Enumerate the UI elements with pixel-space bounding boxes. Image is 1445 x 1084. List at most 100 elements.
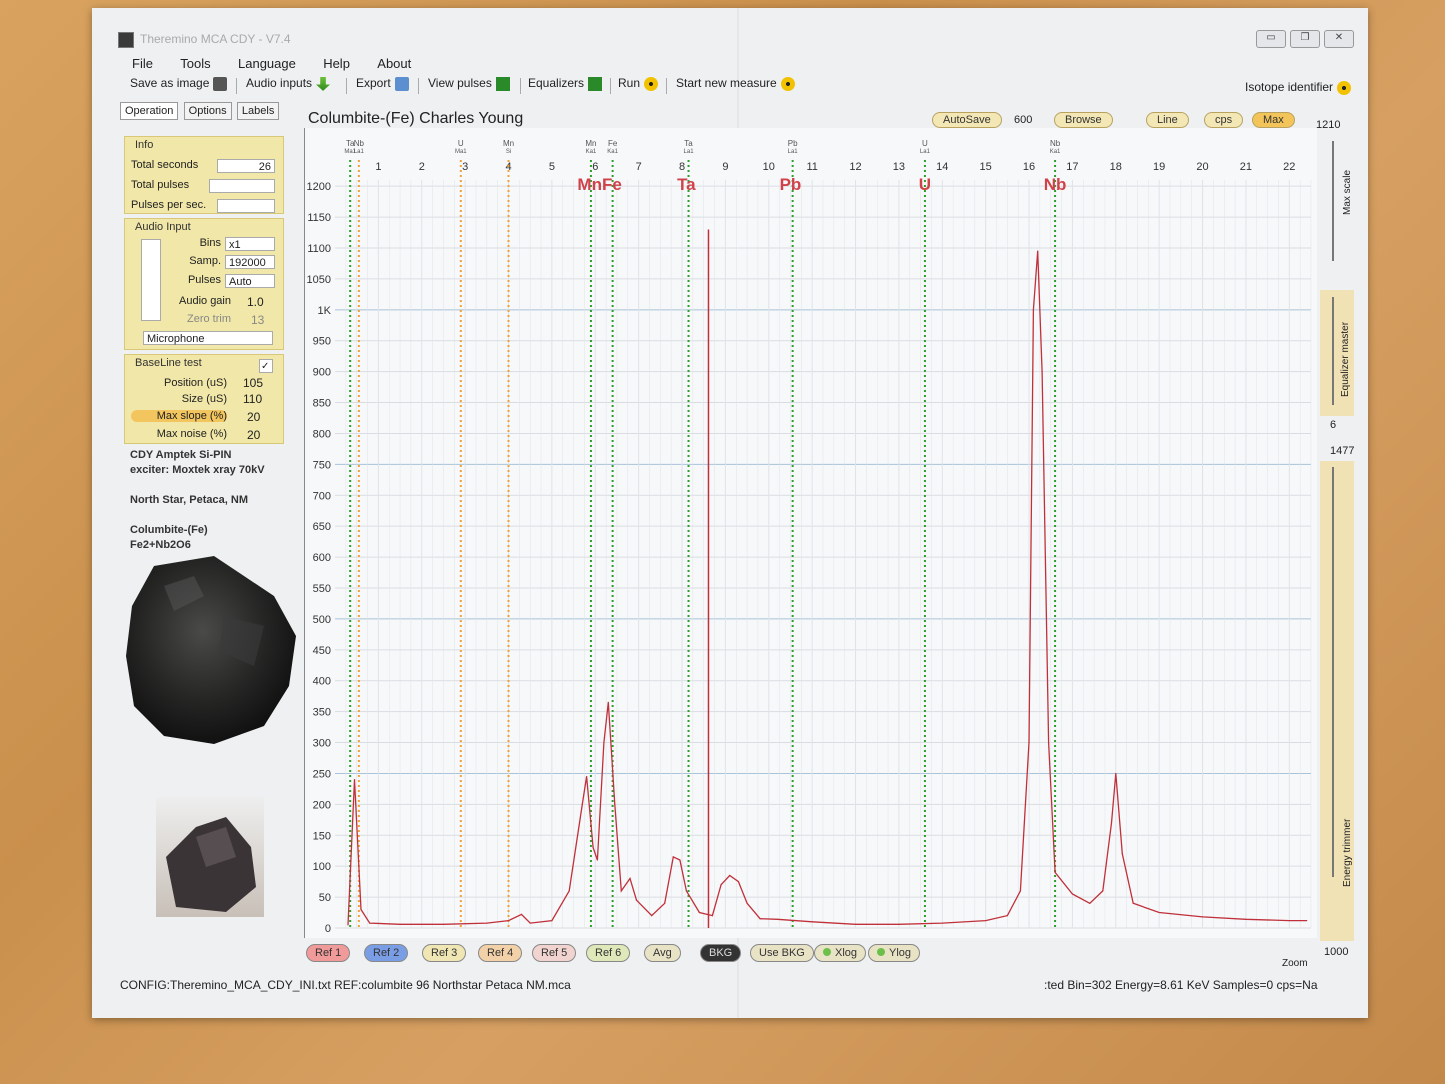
max-button[interactable]: Max xyxy=(1252,112,1295,128)
element-marker-label: Nb xyxy=(1050,139,1061,148)
pulses-per-sec-label: Pulses per sec. xyxy=(131,199,207,211)
spectrum-point xyxy=(651,915,653,917)
spectrum-point xyxy=(607,701,609,703)
avg-button[interactable]: Avg xyxy=(644,944,681,962)
tab-operation[interactable]: Operation xyxy=(120,102,179,120)
x-tick-label: 15 xyxy=(980,161,992,173)
spectrum-point xyxy=(672,856,674,858)
spectrum-point xyxy=(664,902,666,904)
spectrum-chart[interactable]: 0 50 100 150 200 250 300 350 400 450 500 550 600 650 7… xyxy=(304,128,1317,938)
menu-tools[interactable]: Tools xyxy=(180,56,211,71)
size-value[interactable]: 110 xyxy=(243,392,263,406)
autosave-button[interactable]: AutoSave xyxy=(932,112,1002,128)
max-scale-slider[interactable] xyxy=(1332,141,1334,261)
zero-trim-value[interactable]: 13 xyxy=(251,313,265,327)
spectrum-point xyxy=(551,919,553,922)
spectrum-point xyxy=(746,902,748,904)
waveform-icon xyxy=(588,76,603,91)
toolbar-separator xyxy=(520,78,521,94)
radiation-icon xyxy=(1337,80,1352,95)
equalizer-panel xyxy=(1320,290,1354,416)
waveform-icon xyxy=(495,76,510,91)
menu-language[interactable]: Language xyxy=(238,56,296,71)
ylog-button[interactable]: Ylog xyxy=(868,944,921,962)
position-value[interactable]: 105 xyxy=(243,376,264,390)
browse-button[interactable]: Browse xyxy=(1054,112,1113,128)
line-button[interactable]: Line xyxy=(1146,112,1189,128)
bins-select[interactable]: x1 xyxy=(225,237,275,251)
minimize-button[interactable]: ▭ xyxy=(1256,30,1286,48)
view-pulses-label: View pulses xyxy=(428,76,492,90)
spectrum-point xyxy=(1041,371,1043,373)
x-tick-label: 6 xyxy=(592,161,598,173)
y-tick-label: 50 xyxy=(319,892,331,904)
isotope-identifier-button[interactable]: Isotope identifier xyxy=(1245,80,1352,95)
element-marker-label: Nb xyxy=(354,139,365,148)
view-pulses-button[interactable]: View pulses xyxy=(428,76,510,91)
tab-labels[interactable]: Labels xyxy=(236,102,280,120)
audio-gain-value[interactable]: 1.0 xyxy=(247,295,264,309)
ref4-button[interactable]: Ref 4 xyxy=(478,944,523,962)
y-tick-label: 650 xyxy=(313,521,331,533)
cps-button[interactable]: cps xyxy=(1204,112,1244,128)
ref2-button[interactable]: Ref 2 xyxy=(364,944,409,962)
spectrum-point xyxy=(596,859,599,861)
radiation-icon xyxy=(780,76,795,91)
notes-line: North Star, Petaca, NM xyxy=(130,494,248,506)
ref6-button[interactable]: Ref 6 xyxy=(586,944,631,962)
audio-input-group: Audio Input Bins x1 Samp. 192000 Pulses … xyxy=(124,218,284,350)
ref5-button[interactable]: Ref 5 xyxy=(532,944,577,962)
run-button[interactable]: Run xyxy=(618,76,659,91)
autosave-value[interactable]: 600 xyxy=(1014,114,1033,126)
save-image-button[interactable]: Save as image xyxy=(130,76,228,91)
element-marker-label: U xyxy=(922,139,928,148)
window-title: Theremino MCA CDY - V7.4 xyxy=(140,32,291,46)
energy-trimmer-slider[interactable] xyxy=(1332,467,1334,877)
y-tick-label: 0 xyxy=(325,923,331,935)
zero-trim-label: Zero trim xyxy=(187,313,231,325)
spectrum-point xyxy=(486,922,488,924)
toolbar-separator xyxy=(666,78,667,94)
ref3-button[interactable]: Ref 3 xyxy=(422,944,467,962)
x-tick-label: 20 xyxy=(1196,161,1208,173)
max-slope-value[interactable]: 20 xyxy=(247,410,261,424)
spectrum-point xyxy=(1306,919,1308,922)
max-noise-value[interactable]: 20 xyxy=(247,428,261,442)
audio-gain-label: Audio gain xyxy=(179,295,231,307)
left-panel: Operation Options Labels Info Total seco… xyxy=(120,100,306,760)
use-bkg-button[interactable]: Use BKG xyxy=(750,944,814,962)
notes-text: CDY Amptek Si-PIN exciter: Moxtek xray 7… xyxy=(130,448,310,553)
menu-about[interactable]: About xyxy=(377,56,412,71)
y-tick-label: 550 xyxy=(313,583,331,595)
spectrum-point xyxy=(581,803,583,805)
close-button[interactable]: ✕ xyxy=(1324,30,1354,48)
equalizers-button[interactable]: Equalizers xyxy=(528,76,603,91)
bkg-button[interactable]: BKG xyxy=(700,944,742,962)
radiation-icon xyxy=(644,76,659,91)
start-new-measure-button[interactable]: Start new measure xyxy=(676,76,795,91)
device-select[interactable]: Microphone xyxy=(143,331,273,345)
max-slope-label: Max slope (%) xyxy=(131,410,227,422)
pulses-select[interactable]: Auto xyxy=(225,274,275,288)
spectrum-point xyxy=(360,908,362,911)
samp-select[interactable]: 192000 xyxy=(225,255,275,269)
menu-file[interactable]: File xyxy=(132,56,153,71)
menu-help[interactable]: Help xyxy=(323,56,350,71)
spectrum-point xyxy=(442,923,445,925)
maximize-button[interactable]: ❐ xyxy=(1290,30,1320,48)
xlog-button[interactable]: Xlog xyxy=(814,944,867,962)
spectrum-point xyxy=(1089,902,1091,904)
export-button[interactable]: Export xyxy=(356,76,409,91)
equalizer-slider[interactable] xyxy=(1332,297,1334,405)
notes-line: CDY Amptek Si-PIN xyxy=(130,449,232,461)
baseline-checkbox[interactable]: ✓ xyxy=(259,359,273,373)
toolbar: Save as image Audio inputs Export View p… xyxy=(112,72,1357,98)
tab-options[interactable]: Options xyxy=(183,102,232,120)
x-tick-label: 10 xyxy=(763,161,775,173)
baseline-group: BaseLine test ✓ Position (uS) 105 Size (… xyxy=(124,354,284,444)
spectrum-point xyxy=(1102,890,1104,892)
audio-inputs-button[interactable]: Audio inputs xyxy=(246,76,331,91)
spectrum-point xyxy=(698,911,700,914)
total-seconds-field: 26 xyxy=(217,159,275,173)
ref1-button[interactable]: Ref 1 xyxy=(306,944,351,962)
